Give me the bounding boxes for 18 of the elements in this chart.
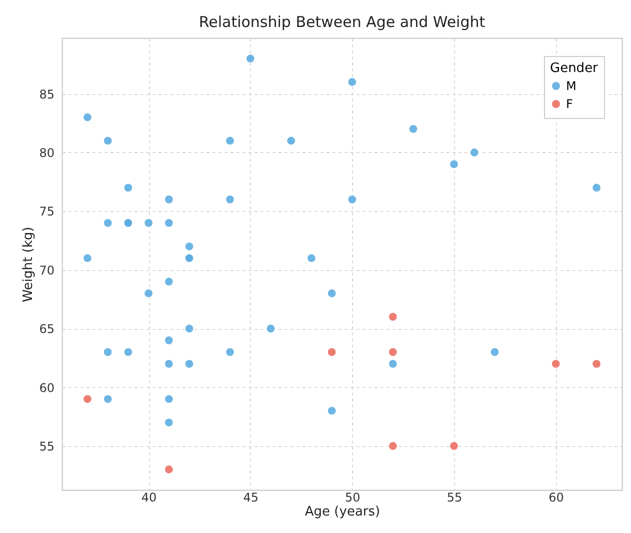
legend-title: Gender [550, 61, 599, 76]
y-tick-label: 75 [39, 204, 54, 219]
y-tick-label: 80 [39, 146, 54, 160]
legend-label: M [566, 79, 576, 93]
chart-title: Relationship Between Age and Weight [198, 13, 486, 31]
legend-label: F [566, 97, 573, 111]
x-tick-label: 40 [141, 490, 157, 504]
y-tick-label: 60 [39, 380, 54, 395]
y-axis-title: Weight (kg) [21, 226, 36, 302]
y-tick-label: 65 [39, 322, 54, 336]
x-tick-label: 45 [243, 490, 259, 504]
y-tick-label: 85 [39, 87, 54, 102]
x-tick-label: 50 [345, 490, 360, 504]
x-axis-title: Age (years) [304, 504, 380, 520]
x-tick-label: 55 [446, 490, 462, 504]
x-tick-label: 60 [548, 490, 564, 504]
y-tick-label: 55 [39, 439, 54, 454]
y-tick-label: 70 [39, 263, 54, 278]
